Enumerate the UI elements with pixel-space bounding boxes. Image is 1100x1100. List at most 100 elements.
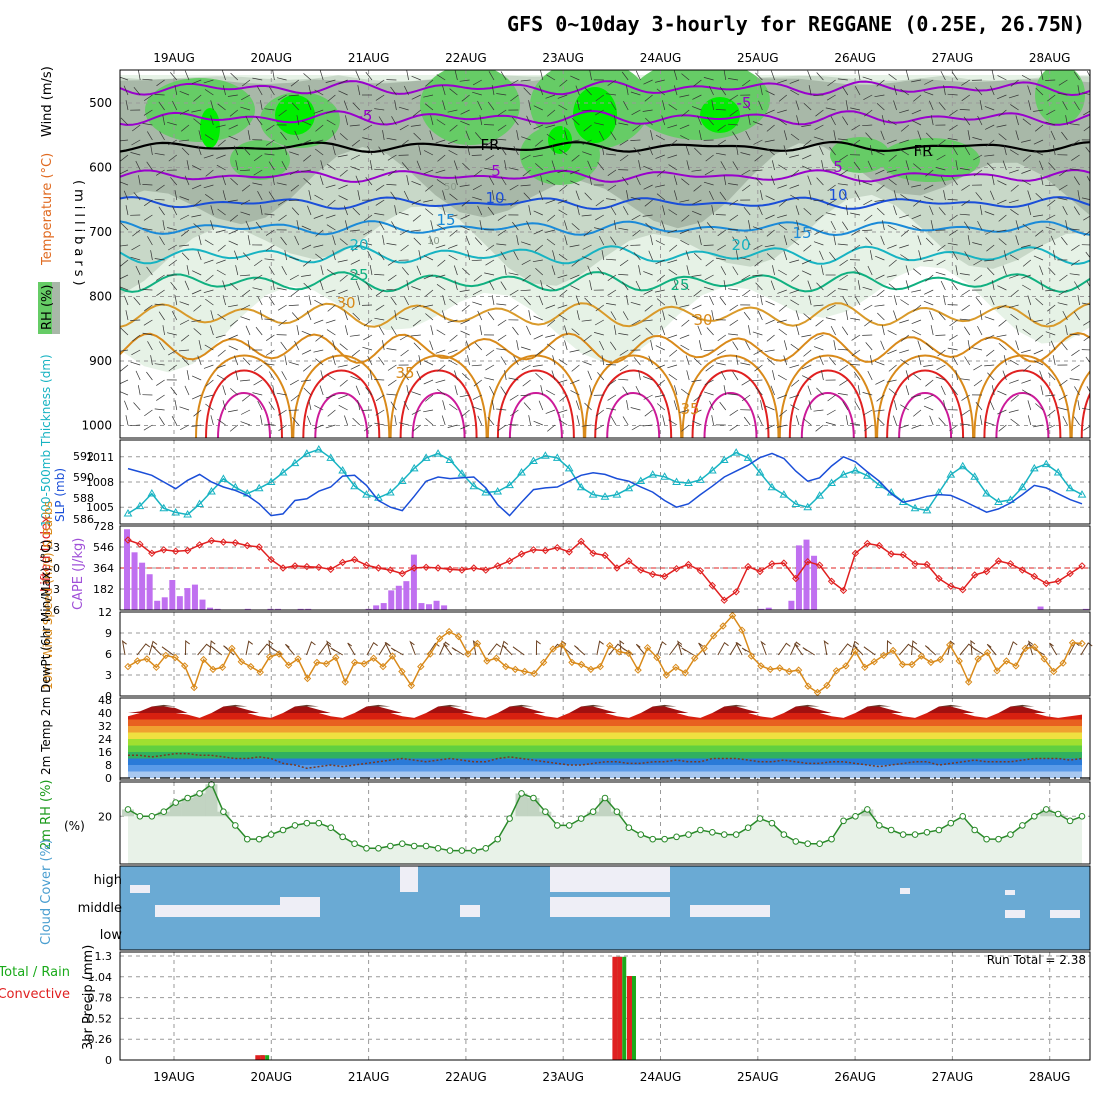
wind-barb: [837, 243, 848, 246]
wind-barb: [839, 274, 848, 281]
wind-barb: [899, 109, 909, 114]
wind-barb: [925, 132, 934, 141]
wind-barb: [203, 289, 214, 294]
warm-dome: [594, 369, 673, 438]
wind-barb: [204, 344, 214, 351]
wind-barb: [801, 270, 812, 276]
wind-barb: [643, 289, 653, 295]
cloud-block: [400, 866, 418, 892]
wind-barb: [973, 154, 983, 161]
wind-barb: [327, 409, 336, 417]
wind-barb: [803, 102, 812, 111]
wind-barb: [662, 310, 666, 321]
wind-barb: [255, 116, 263, 126]
wind-barb: [337, 259, 348, 263]
rh2m-line-marker: [554, 822, 561, 829]
wind-barb: [290, 289, 300, 297]
wind-barb: [496, 138, 507, 141]
wind-barb: [240, 304, 251, 310]
wind-barb: [181, 252, 190, 261]
wind-barb: [424, 103, 434, 111]
wind-barb: [413, 237, 422, 246]
wind-barb: [461, 304, 470, 312]
wind-barb: [193, 409, 202, 417]
wind-barb: [771, 160, 775, 171]
wind-barb: [935, 334, 946, 336]
wind-barb: [242, 357, 251, 366]
temp-band: [128, 739, 1082, 746]
wind-barb: [729, 94, 739, 101]
wind-barb: [315, 229, 324, 237]
wind10m-barb: [535, 640, 541, 656]
wind-barb: [460, 214, 470, 220]
wind-barb: [551, 160, 556, 171]
rh2m-line-marker: [637, 831, 645, 838]
wind-barb: [900, 404, 909, 411]
wind-barb: [203, 184, 214, 189]
wind-barb: [732, 236, 739, 246]
wind-barb: [582, 349, 592, 355]
wind-barb: [289, 274, 299, 281]
wind-barb: [558, 148, 568, 156]
wind-barb: [748, 325, 751, 336]
temp-band: [128, 765, 1082, 772]
wind-barb: [533, 210, 543, 216]
wind-barb: [887, 139, 897, 144]
rh2m-line-marker: [1019, 822, 1026, 829]
wind-barb: [264, 363, 275, 366]
wind-barb: [622, 416, 629, 426]
wind10m-barb: [487, 643, 501, 656]
wind-barb: [477, 310, 483, 321]
wind-barb: [326, 163, 336, 171]
wind-barb: [130, 256, 141, 261]
wind-barb: [203, 154, 214, 159]
wind-barb: [453, 160, 458, 171]
wind-barb: [576, 310, 580, 321]
wind-barb: [829, 251, 836, 261]
wind-barb: [125, 205, 129, 216]
wind-barb: [735, 250, 739, 261]
wind-barb: [618, 122, 629, 126]
wind-barb: [842, 296, 849, 306]
wind-barb: [719, 86, 727, 96]
wind-barb: [307, 100, 312, 111]
wind-barb: [925, 274, 934, 282]
wind-barb: [192, 270, 202, 276]
wind-barb: [963, 221, 971, 231]
wind-barb: [390, 296, 397, 306]
wind-barb: [669, 139, 678, 147]
wind-barb: [717, 229, 727, 237]
wind-barb: [681, 319, 690, 327]
wind-barb: [632, 229, 641, 237]
wind-barb: [350, 166, 360, 171]
wind-barb: [681, 283, 690, 291]
wind-barb: [265, 139, 275, 146]
wind-barb: [758, 205, 763, 216]
wind-barb: [558, 419, 568, 426]
cape-tick: 182: [93, 583, 114, 596]
wind-barb: [924, 289, 934, 295]
rh2m-line-marker: [661, 835, 668, 843]
wind-barb: [546, 74, 556, 81]
wind-barb: [863, 424, 873, 432]
wind-barb: [350, 259, 360, 265]
wind-barb: [375, 79, 385, 86]
wind-barb: [720, 266, 727, 276]
wind-barb: [650, 340, 653, 351]
wind-barb: [917, 340, 922, 351]
wind-barb: [540, 280, 544, 291]
wind-barb: [693, 289, 702, 297]
wind-barb: [253, 259, 263, 267]
wind-barb: [406, 385, 409, 396]
wind-barb: [635, 175, 641, 186]
cape-tick: 546: [93, 541, 114, 554]
wind-barb: [692, 94, 702, 100]
date-label-top: 20AUG: [251, 51, 293, 65]
wind-barb: [388, 169, 397, 177]
rh2m-line-marker: [303, 819, 311, 827]
wind-barb: [899, 349, 909, 354]
wind-barb: [410, 334, 421, 337]
wind-barb: [272, 70, 275, 81]
wind-barb: [435, 244, 446, 249]
wind-barb: [423, 274, 434, 280]
